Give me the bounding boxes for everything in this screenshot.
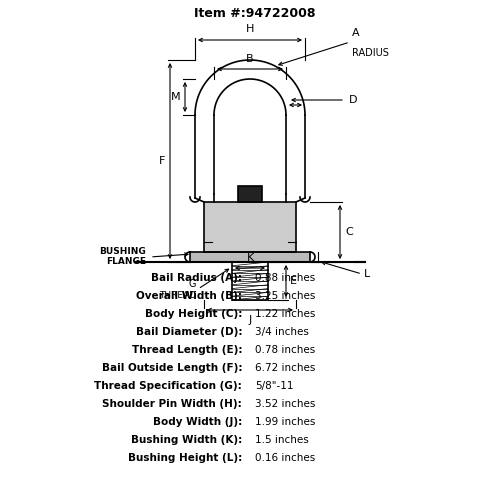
Text: G: G: [188, 279, 196, 289]
Text: 3.52 inches: 3.52 inches: [255, 399, 316, 409]
Text: THREAD: THREAD: [159, 290, 196, 300]
Text: Item #:94722008: Item #:94722008: [194, 7, 316, 20]
Text: 6.72 inches: 6.72 inches: [255, 363, 316, 373]
Text: F: F: [158, 156, 165, 166]
Text: 1.5 inches: 1.5 inches: [255, 435, 309, 445]
Text: Bushing Width (K):: Bushing Width (K):: [131, 435, 242, 445]
Text: Bail Radius (A):: Bail Radius (A):: [151, 273, 242, 283]
Text: D: D: [349, 95, 358, 105]
Text: BUSHING: BUSHING: [99, 248, 146, 256]
Bar: [238, 186, 262, 202]
Text: 1.99 inches: 1.99 inches: [255, 417, 316, 427]
Text: 3/4 inches: 3/4 inches: [255, 327, 309, 337]
Text: H: H: [246, 24, 254, 34]
Text: K: K: [246, 253, 254, 263]
Text: 3.25 inches: 3.25 inches: [255, 291, 316, 301]
Text: Body Height (C):: Body Height (C):: [144, 309, 242, 319]
Text: Overall Width (B):: Overall Width (B):: [136, 291, 242, 301]
Text: J: J: [248, 315, 252, 325]
Bar: [204, 202, 296, 252]
Text: Thread Specification (G):: Thread Specification (G):: [94, 381, 242, 391]
Text: 0.16 inches: 0.16 inches: [255, 453, 316, 463]
Text: Shoulder Pin Width (H):: Shoulder Pin Width (H):: [102, 399, 242, 409]
Text: 5/8"-11: 5/8"-11: [255, 381, 294, 391]
Bar: [190, 252, 310, 262]
Text: C: C: [345, 227, 353, 237]
Text: M: M: [172, 92, 181, 102]
Text: B: B: [246, 54, 254, 64]
Text: RADIUS: RADIUS: [352, 48, 389, 58]
Text: Bail Diameter (D):: Bail Diameter (D):: [136, 327, 242, 337]
Text: Thread Length (E):: Thread Length (E):: [132, 345, 242, 355]
Text: Body Width (J):: Body Width (J):: [153, 417, 242, 427]
Bar: [232, 262, 268, 300]
Text: 0.88 inches: 0.88 inches: [255, 273, 316, 283]
Text: FLANGE: FLANGE: [106, 258, 146, 266]
Text: A: A: [352, 28, 360, 38]
Text: Bail Outside Length (F):: Bail Outside Length (F):: [102, 363, 242, 373]
Text: 1.22 inches: 1.22 inches: [255, 309, 316, 319]
Text: 0.78 inches: 0.78 inches: [255, 345, 316, 355]
Text: E: E: [290, 276, 297, 286]
Text: Bushing Height (L):: Bushing Height (L):: [128, 453, 242, 463]
Text: L: L: [364, 269, 370, 279]
